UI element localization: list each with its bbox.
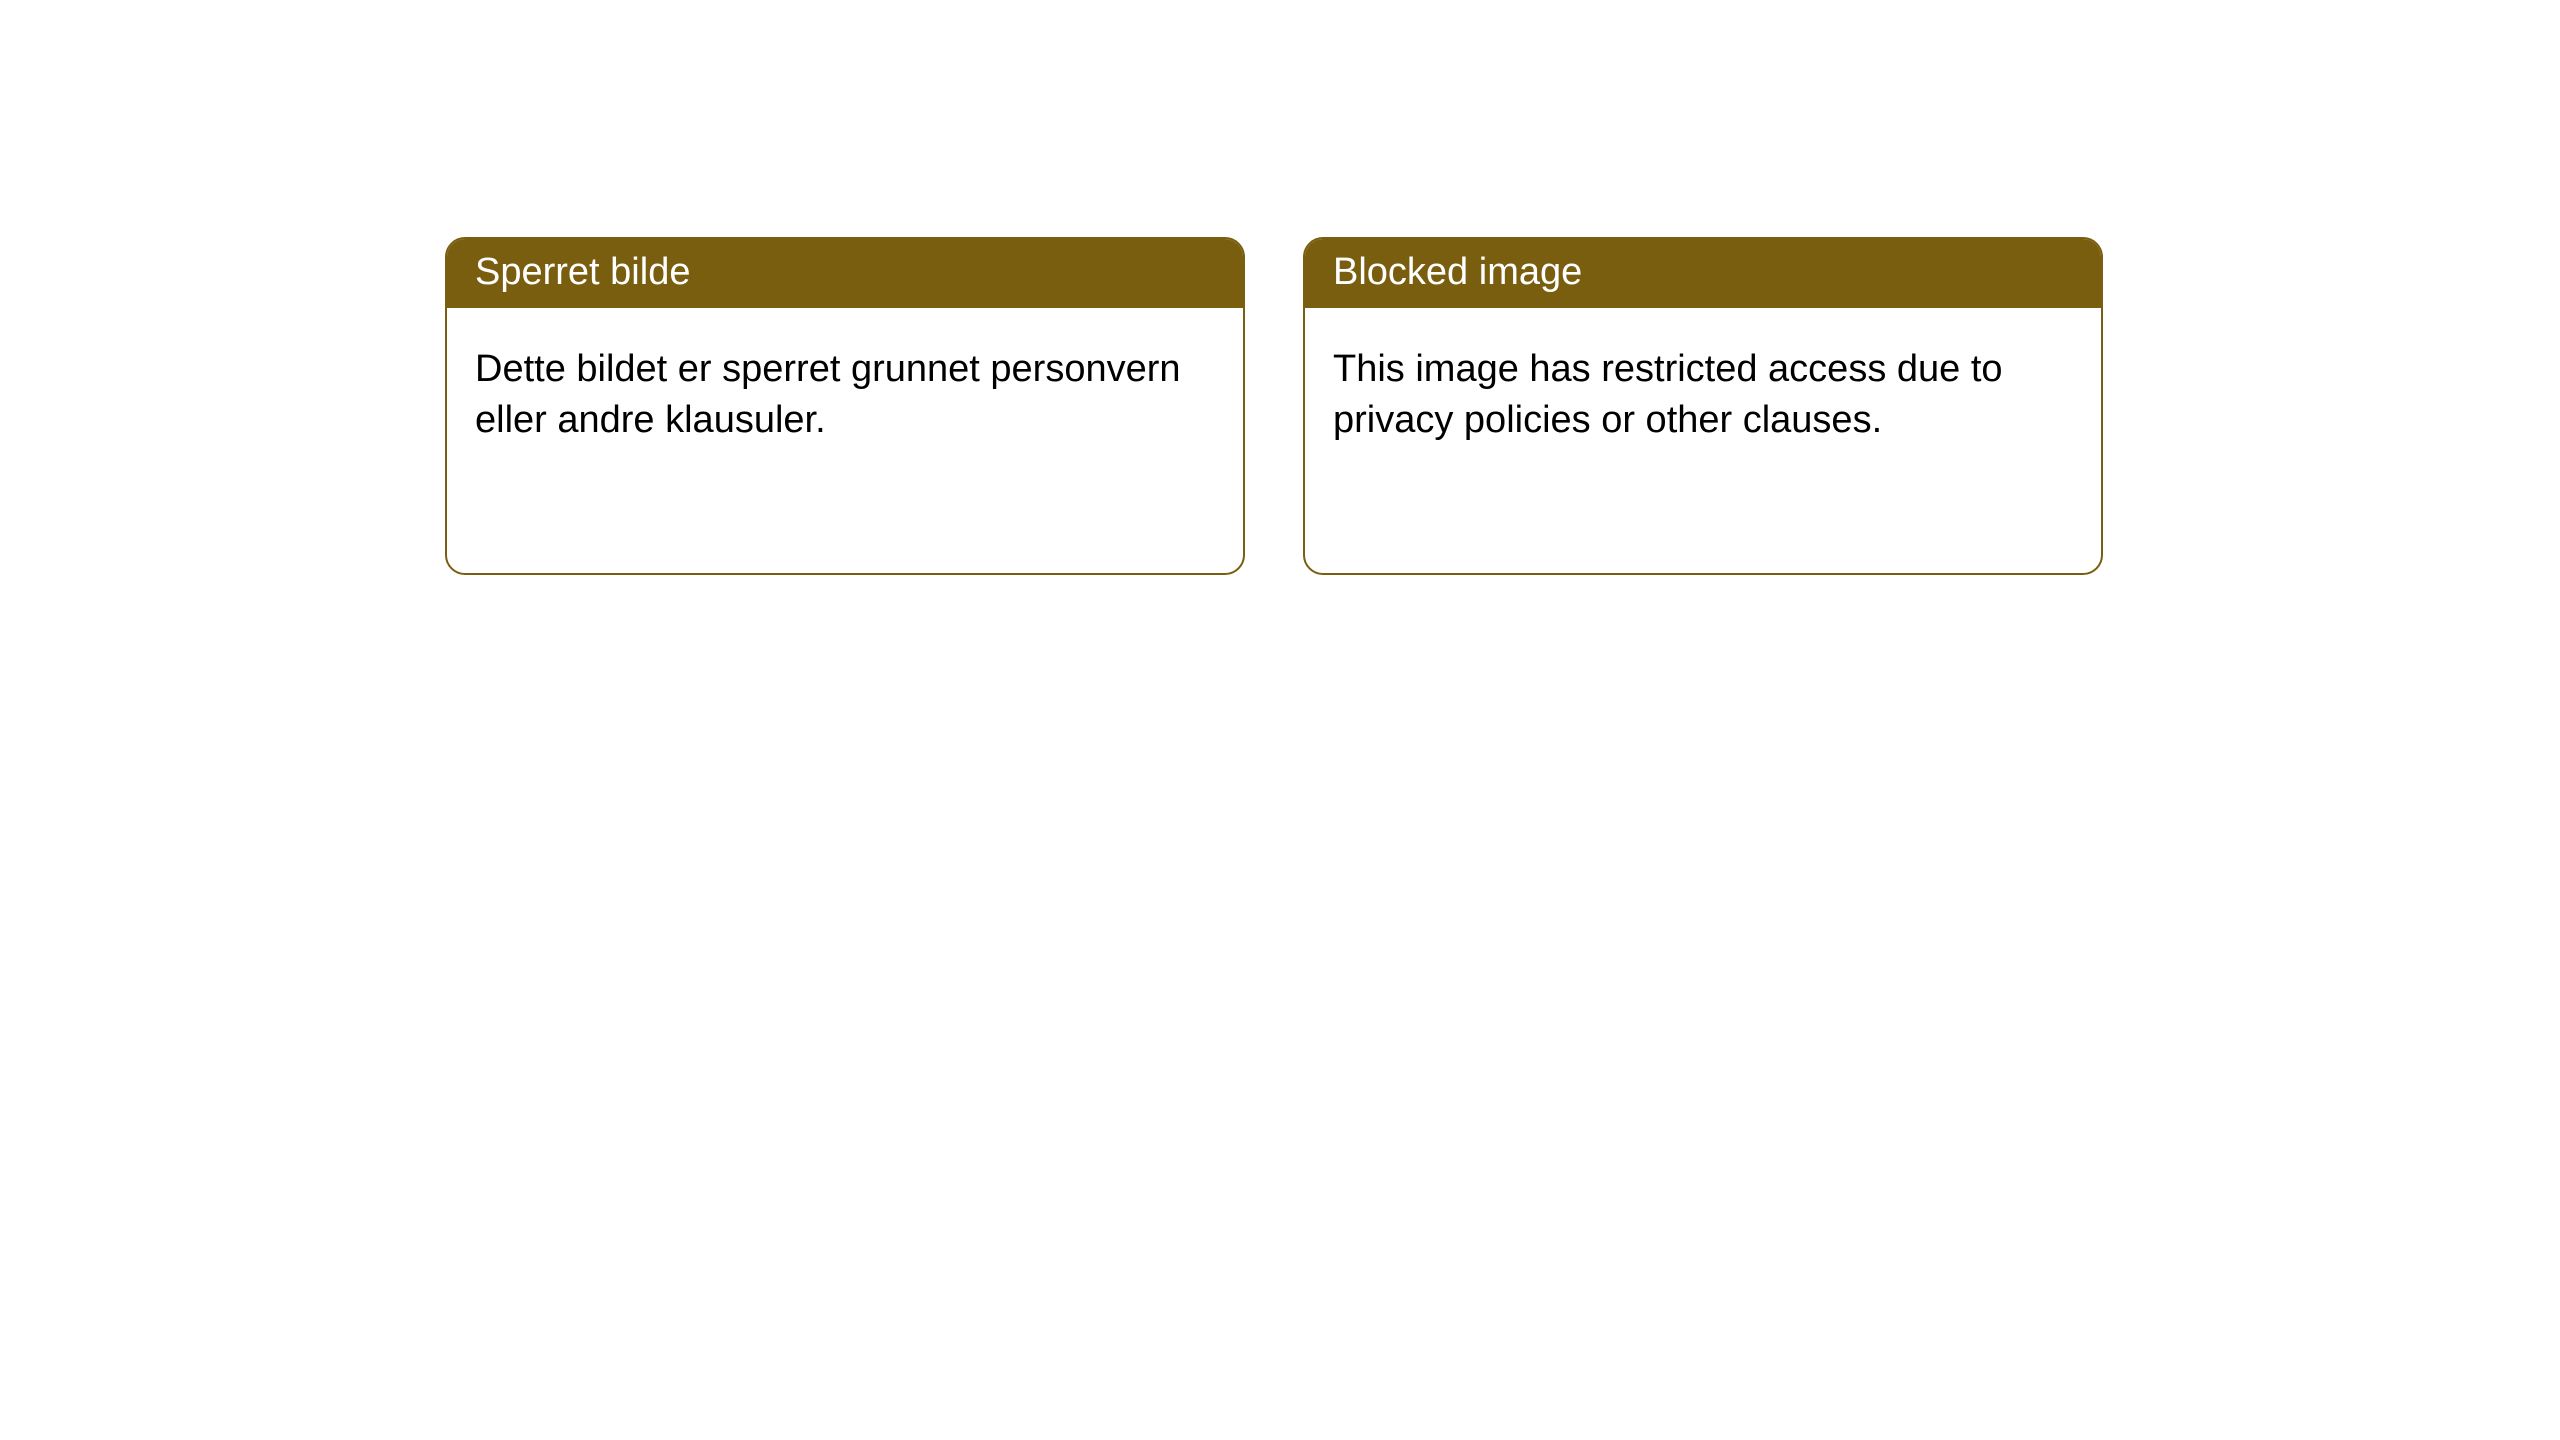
notice-card-english: Blocked image This image has restricted … bbox=[1303, 237, 2103, 575]
notice-container: Sperret bilde Dette bildet er sperret gr… bbox=[445, 237, 2103, 575]
notice-card-norwegian: Sperret bilde Dette bildet er sperret gr… bbox=[445, 237, 1245, 575]
notice-title-english: Blocked image bbox=[1305, 239, 2101, 308]
notice-body-english: This image has restricted access due to … bbox=[1305, 308, 2101, 483]
notice-body-norwegian: Dette bildet er sperret grunnet personve… bbox=[447, 308, 1243, 483]
notice-title-norwegian: Sperret bilde bbox=[447, 239, 1243, 308]
